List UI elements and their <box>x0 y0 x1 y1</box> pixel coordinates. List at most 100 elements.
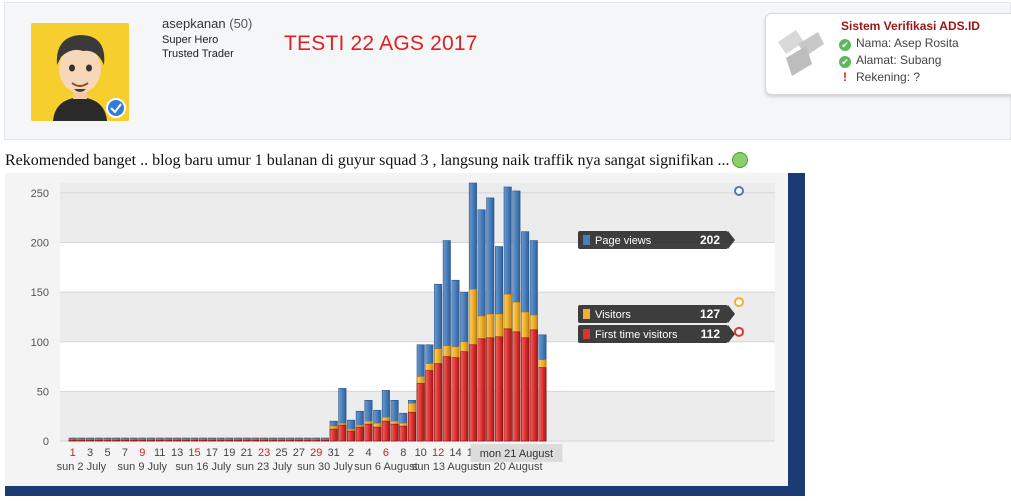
x-tick-label: 7 <box>122 447 128 459</box>
first-time-visitors-bar <box>312 439 321 442</box>
x-tick-label: 11 <box>154 447 165 459</box>
post-body-text: Rekomended banget .. blog baru umur 1 bu… <box>5 152 730 169</box>
first-time-visitors-bar <box>468 344 477 442</box>
first-time-visitors-bar <box>529 329 538 442</box>
x-tick-label: 4 <box>365 447 371 459</box>
visitors-tooltip: Visitors 127 <box>578 297 744 323</box>
verification-title: Sistem Verifikasi ADS.ID <box>841 19 980 33</box>
first-time-visitors-bar <box>277 439 286 442</box>
tooltip-arrow <box>728 305 735 323</box>
first-time-visitors-bar <box>260 439 269 442</box>
hover-point-marker <box>734 297 744 308</box>
first-time-visitors-bar <box>486 337 495 442</box>
week-label: sun 16 July <box>175 461 231 473</box>
user-title: Super Hero Trusted Trader <box>162 33 234 61</box>
avatar-image <box>31 23 129 121</box>
y-tick-label: 50 <box>37 386 49 398</box>
exclamation-icon: ! <box>843 70 847 84</box>
tooltip-value: 202 <box>700 233 720 247</box>
first-time-visitors-bar <box>434 363 443 442</box>
first-time-visitors-bar <box>234 439 243 442</box>
week-label: sun 9 July <box>118 461 168 473</box>
tooltip-swatch <box>583 235 590 245</box>
first-time-visitors-bar <box>77 439 86 442</box>
first-time-visitors-bar <box>181 439 190 442</box>
y-tick-label: 100 <box>31 337 49 349</box>
first-time-visitors-bar <box>216 439 225 442</box>
traffic-chart-image: 0 50 100 150 200 250 1 3 5 7 9 11 13 15 17 19 21 23 25 27 2… <box>5 173 805 501</box>
first-time-visitors-bar <box>190 439 199 442</box>
user-rank: Super Hero <box>162 34 219 46</box>
first-time-visitors-bar <box>373 426 382 442</box>
first-time-visitors-bar <box>68 439 77 442</box>
week-label: sun 13 August <box>412 461 482 473</box>
first-time-visitors-bar <box>164 439 173 442</box>
week-label: sun 30 July <box>297 461 353 473</box>
first-time-visitors-tooltip: First time visitors 112 <box>578 325 744 343</box>
y-tick-label: 200 <box>31 238 49 250</box>
first-time-visitors-bar <box>477 338 486 442</box>
hover-date-label: mon 21 August <box>480 448 553 460</box>
first-time-visitors-bar <box>94 439 103 442</box>
username-link[interactable]: asepkanan <box>162 16 226 31</box>
first-time-visitors-bar <box>303 439 312 442</box>
tooltip-series-name: Visitors <box>595 309 631 321</box>
x-tick-label: 15 <box>188 447 200 459</box>
verification-address: ✔ Alamat: Subang <box>839 53 941 68</box>
x-tick-label: 17 <box>206 447 218 459</box>
first-time-visitors-bar <box>338 424 347 442</box>
x-tick-label: 29 <box>310 447 322 459</box>
x-tick-label: 31 <box>328 447 340 459</box>
first-time-visitors-bar <box>521 337 530 442</box>
y-tick-label: 0 <box>43 436 49 448</box>
first-time-visitors-bar <box>199 439 208 442</box>
tooltip-series-name: Page views <box>595 235 652 247</box>
first-time-visitors-bar <box>503 328 512 442</box>
grin-emoticon-icon <box>732 152 749 168</box>
first-time-visitors-bar <box>207 439 216 442</box>
x-tick-label: 25 <box>275 447 287 459</box>
first-time-visitors-bar <box>390 423 399 442</box>
first-time-visitors-bar <box>494 336 503 442</box>
verification-account: ! Rekening: ? <box>839 70 920 84</box>
x-tick-label: 2 <box>348 447 354 459</box>
x-tick-label: 23 <box>258 447 270 459</box>
y-tick-label: 150 <box>31 287 49 299</box>
first-time-visitors-bar <box>103 439 112 442</box>
first-time-visitors-bar <box>425 370 434 442</box>
tooltip-swatch <box>583 309 590 319</box>
x-tick-label: 12 <box>432 447 444 459</box>
first-time-visitors-bar <box>512 331 521 442</box>
first-time-visitors-bar <box>347 430 356 442</box>
user-post-count: (50) <box>229 16 253 31</box>
first-time-visitors-bar <box>460 351 469 442</box>
first-time-visitors-bar <box>242 439 251 442</box>
avatar[interactable] <box>31 23 129 121</box>
x-tick-label: 13 <box>171 447 183 459</box>
tooltip-swatch <box>583 329 590 339</box>
tooltip-value: 127 <box>700 307 720 321</box>
first-time-visitors-bar <box>129 439 138 442</box>
tooltip-box <box>578 305 728 323</box>
page-views-tooltip: Page views 202 <box>578 185 744 249</box>
first-time-visitors-bar <box>251 439 260 442</box>
verification-logo-icon <box>778 30 824 76</box>
verification-name: ✔ Nama: Asep Rosita <box>839 36 959 51</box>
verification-address-text: Alamat: Subang <box>856 53 942 67</box>
first-time-visitors-bar <box>416 383 425 442</box>
first-time-visitors-bar <box>320 439 329 442</box>
week-label: sun 23 July <box>236 461 292 473</box>
first-time-visitors-bar <box>381 420 390 442</box>
first-time-visitors-bar <box>399 425 408 442</box>
first-time-visitors-bar <box>364 423 373 442</box>
chart-grid-band <box>60 183 775 193</box>
first-time-visitors-bar <box>451 357 460 442</box>
x-tick-label: 8 <box>400 447 406 459</box>
check-icon: ✔ <box>839 56 851 68</box>
first-time-visitors-bar <box>147 439 156 442</box>
check-icon: ✔ <box>839 39 851 51</box>
post-title: TESTI 22 AGS 2017 <box>284 32 478 55</box>
verification-box: Sistem Verifikasi ADS.ID ✔ Nama: Asep Ros… <box>765 13 1011 95</box>
x-tick-label: 19 <box>223 447 235 459</box>
week-label: sun 6 August <box>354 461 418 473</box>
